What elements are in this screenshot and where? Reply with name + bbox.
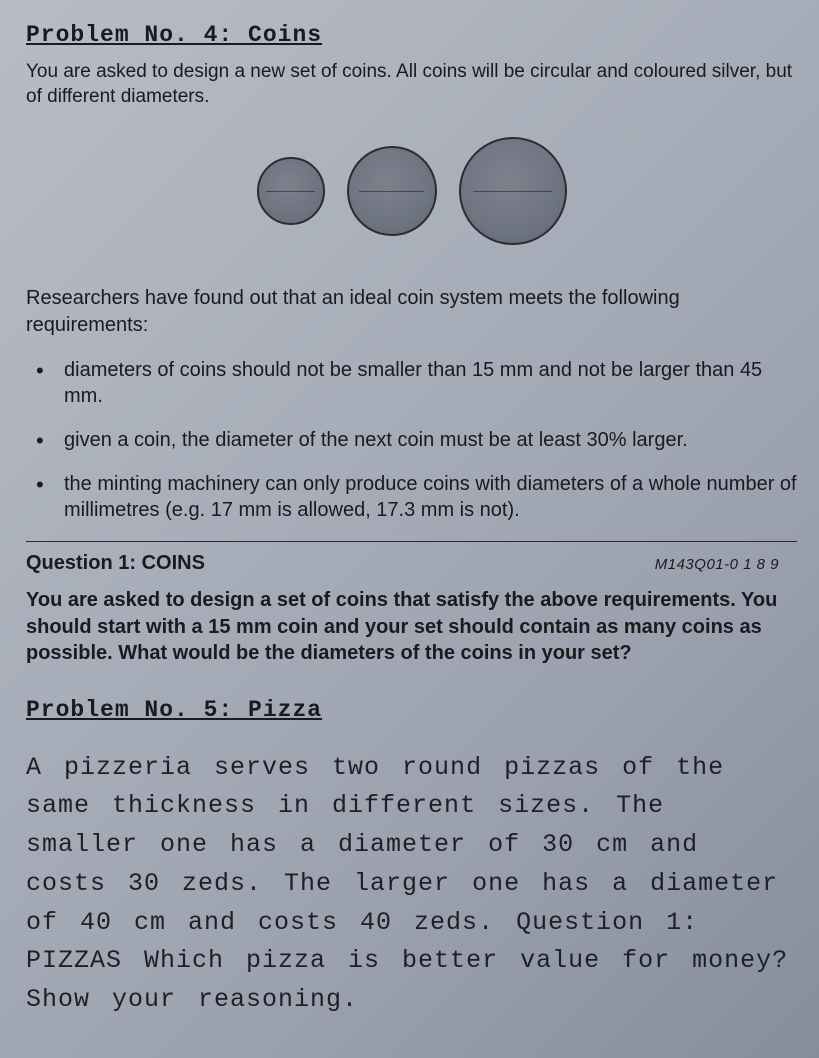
question-1-body: You are asked to design a set of coins t…: [26, 587, 797, 666]
requirement-item: given a coin, the diameter of the next c…: [34, 427, 797, 453]
coins-illustration: [26, 137, 797, 245]
worksheet-page: Problem No. 4: Coins You are asked to de…: [0, 0, 819, 1042]
requirement-item: the minting machinery can only produce c…: [34, 471, 797, 523]
requirements-list: diameters of coins should not be smaller…: [26, 357, 797, 523]
coin-large-icon: [459, 137, 567, 245]
section-divider: [26, 541, 797, 542]
problem-5-heading: Problem No. 5: Pizza: [26, 697, 797, 723]
question-1-header-row: Question 1: COINS M143Q01-0 1 8 9: [26, 552, 797, 575]
question-1-label: Question 1: COINS: [26, 552, 205, 575]
problem-4-intro: You are asked to design a new set of coi…: [26, 60, 797, 109]
problem-4-heading: Problem No. 4: Coins: [26, 22, 797, 48]
coin-medium-icon: [347, 146, 437, 236]
problem-5-body: A pizzeria serves two round pizzas of th…: [26, 749, 797, 1020]
coin-small-icon: [257, 157, 325, 225]
question-1-code: M143Q01-0 1 8 9: [655, 556, 797, 573]
requirements-intro: Researchers have found out that an ideal…: [26, 285, 797, 339]
requirement-item: diameters of coins should not be smaller…: [34, 357, 797, 409]
